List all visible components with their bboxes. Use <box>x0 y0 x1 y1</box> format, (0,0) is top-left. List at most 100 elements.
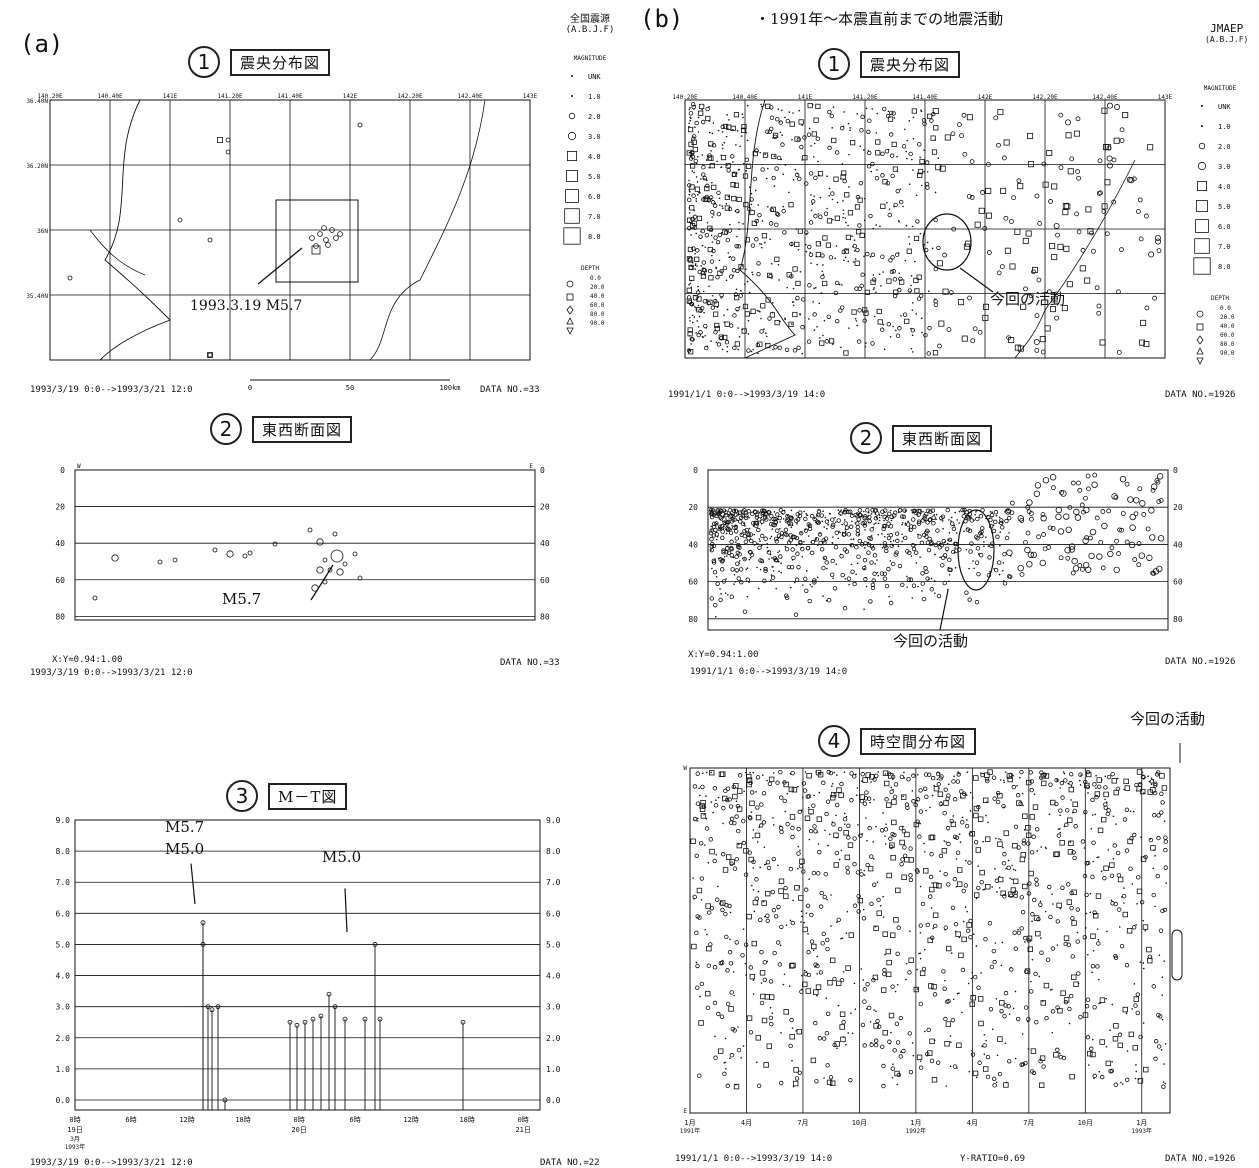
event-dot <box>739 145 741 148</box>
event-circle <box>813 1020 818 1026</box>
event-square <box>733 182 740 188</box>
event-dot <box>735 144 737 146</box>
event-circle <box>332 531 338 537</box>
legend-a-title: 全国震源 <box>570 14 610 25</box>
event-circle <box>702 176 707 181</box>
event-circle <box>1163 835 1168 840</box>
event-circle <box>732 313 737 318</box>
event-dot <box>697 325 700 328</box>
event-circle <box>1015 793 1021 798</box>
event-dot <box>823 319 826 322</box>
event-square <box>793 1067 799 1073</box>
event-square <box>889 842 895 848</box>
current-activity-ellipse <box>957 509 995 591</box>
event-square <box>699 806 706 812</box>
event-dot <box>846 910 849 913</box>
event-circle <box>908 1069 914 1075</box>
event-circle <box>988 1006 994 1012</box>
event-circle <box>1042 772 1047 777</box>
event-circle <box>834 150 840 155</box>
event-dot <box>996 891 998 893</box>
event-square <box>885 971 892 978</box>
event-circle <box>1111 199 1117 205</box>
event-circle <box>1048 782 1053 787</box>
event-square <box>983 1066 989 1072</box>
event-circle <box>1086 486 1091 492</box>
event-circle <box>1088 552 1095 560</box>
event-circle <box>884 516 890 521</box>
event-dot <box>773 772 775 774</box>
event-circle <box>730 154 735 159</box>
event-dot <box>1142 967 1145 970</box>
event-dot <box>948 519 950 521</box>
event-square <box>851 309 857 315</box>
event-dot <box>835 921 838 924</box>
event-dot <box>1105 997 1108 1000</box>
event-circle <box>768 221 774 226</box>
event-circle <box>1071 557 1078 565</box>
legend-mag-value: 5.0 <box>588 173 601 181</box>
event-dot <box>1118 926 1121 928</box>
event-dot <box>843 259 845 262</box>
event-circle <box>936 1060 941 1065</box>
mt-event <box>200 942 206 947</box>
event-circle <box>841 532 847 537</box>
event-circle <box>1031 269 1036 275</box>
event-circle <box>746 536 751 541</box>
event-circle <box>896 925 901 930</box>
event-circle <box>796 564 801 570</box>
event-circle <box>1026 841 1031 846</box>
event-circle <box>997 1071 1003 1077</box>
event-dot <box>688 212 691 214</box>
event-circle <box>870 508 875 513</box>
event-dot <box>1123 788 1125 791</box>
st-x-tick: 7月 <box>797 1119 808 1127</box>
event-dot <box>856 787 859 789</box>
event-circle <box>978 513 984 519</box>
event-circle <box>867 826 872 831</box>
legend-mag-value: 4.0 <box>1218 183 1231 191</box>
event-dot <box>910 347 913 350</box>
event-circle <box>803 576 808 582</box>
event-dot <box>998 887 1001 889</box>
event-circle <box>908 151 913 157</box>
event-circle <box>884 545 889 550</box>
event-dot <box>786 514 789 517</box>
depth-tick: 60 <box>55 576 65 585</box>
event-dot <box>968 567 970 570</box>
event-dot <box>701 154 704 156</box>
event-dot <box>1000 839 1002 841</box>
event-circle <box>701 165 706 170</box>
map-title-text: 震央分布図 <box>230 48 331 76</box>
event-circle <box>1082 935 1087 940</box>
event-dot <box>710 549 712 551</box>
event-circle <box>942 986 947 991</box>
event-square <box>789 814 796 820</box>
event-square <box>1032 804 1039 810</box>
event-dot <box>805 912 808 914</box>
event-dot <box>709 229 711 232</box>
event-circle <box>1122 817 1128 822</box>
event-dot <box>708 285 710 288</box>
legend-circle-3.0 <box>1197 161 1207 171</box>
event-dot <box>738 336 741 338</box>
event-dot <box>732 128 734 131</box>
event-circle <box>808 171 814 176</box>
event-circle <box>835 802 840 808</box>
event-dot <box>940 519 942 521</box>
event-circle <box>336 568 344 576</box>
event-dot <box>875 291 877 293</box>
event-circle <box>977 1060 982 1065</box>
event-dot <box>898 272 900 275</box>
event-circle <box>727 206 733 212</box>
event-square <box>765 890 771 897</box>
event-circle <box>1067 505 1073 510</box>
spacetime-footer-left: 1991/1/1 0:0-->1993/3/19 14:0 <box>675 1154 833 1164</box>
event-circle <box>719 292 724 298</box>
panel-b-label: (b) <box>640 5 684 33</box>
event-dot <box>995 1081 998 1084</box>
event-circle <box>1070 570 1076 576</box>
event-square <box>700 273 707 279</box>
event-dot <box>845 221 847 224</box>
